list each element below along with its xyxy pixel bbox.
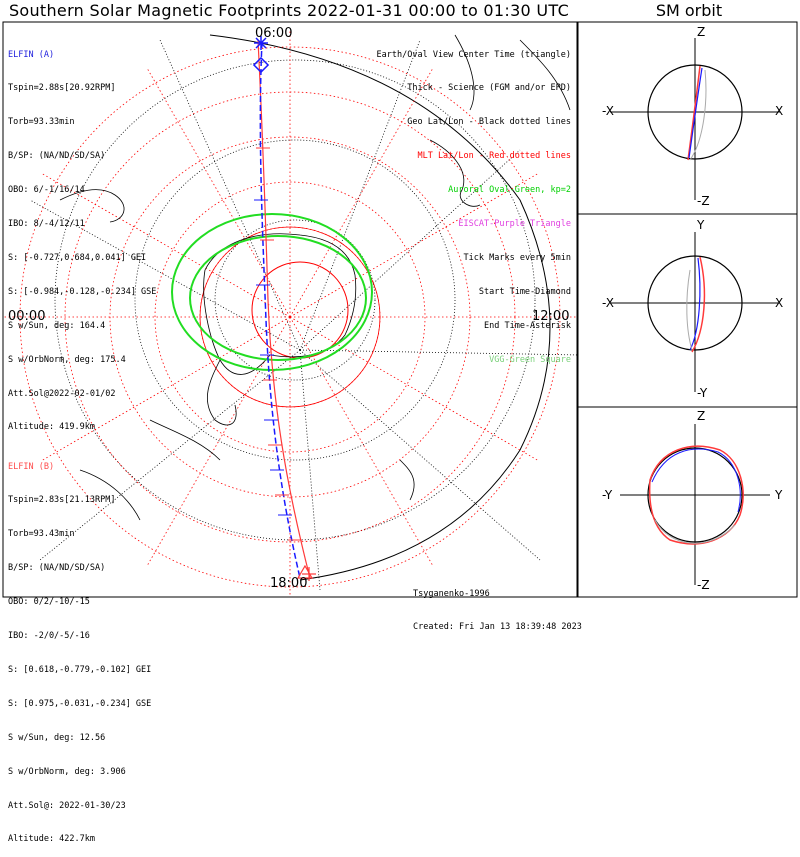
elfin-a-info: ELFIN (A) Tspin=2.88s[20.92RPM] Torb=93.…	[8, 27, 156, 445]
sm-panel-yz	[620, 424, 770, 585]
hour-label-left: 00:00	[8, 309, 46, 324]
elfin-b-line: Altitude: 422.7km	[8, 834, 95, 845]
mlt-ring-outer	[199, 226, 381, 408]
elfin-a-line: Att.Sol@2022-02-01/02	[8, 388, 116, 399]
page-title: Southern Solar Magnetic Footprints 2022-…	[8, 1, 570, 20]
sm3-left-label: -Y	[602, 488, 613, 502]
elfin-a-line: Torb=93.33min	[8, 117, 75, 128]
elfin-a-track	[259, 41, 301, 579]
legend-entry: Thick - Science (FGM and/or EPD)	[407, 83, 571, 94]
credit-created: Created: Fri Jan 13 18:39:48 2023	[413, 622, 582, 633]
sm3-top-label: Z	[697, 409, 706, 423]
legend-entry: Tick Marks every 5min	[463, 252, 571, 263]
legend: Earth/Oval View Center Time (triangle) T…	[377, 27, 571, 377]
elfin-a-line: Altitude: 419.9km	[8, 422, 95, 433]
legend-entry: Geo Lat/Lon - Black dotted lines	[407, 117, 571, 128]
elfin-a-line: IBO: 8/-4/12/11	[8, 219, 85, 230]
sm1-top-label: Z	[697, 25, 706, 39]
elfin-a-line: Tspin=2.88s[20.92RPM]	[8, 83, 116, 94]
legend-entry: VGG-Green Square	[489, 354, 571, 365]
elfin-b-ticks	[256, 147, 302, 541]
start-diamond-icon	[252, 56, 270, 74]
credit-model: Tsyganenko-1996	[413, 588, 490, 599]
sm2-right-label: X	[775, 296, 784, 310]
elfin-b-info: ELFIN (B) Tspin=2.83s[21.13RPM] Torb=93.…	[8, 439, 151, 857]
sm1-right-label: X	[775, 104, 784, 118]
sm2-left-label: -X	[602, 296, 614, 310]
sm-panel-xz	[610, 38, 780, 200]
legend-entry: Earth/Oval View Center Time (triangle)	[376, 49, 571, 60]
mlt-grid	[3, 30, 577, 597]
elfin-a-line: OBO: 6/-1/16/14	[8, 185, 85, 196]
elfin-b-line: Torb=93.43min	[8, 529, 75, 540]
elfin-a-line: S: [-0.727,0.684,0.041] GEI	[8, 252, 147, 263]
legend-entry: Auroral Oval-Green, kp=2	[448, 185, 571, 196]
elfin-b-line: OBO: 0/2/-10/-15	[8, 597, 90, 608]
sm3-right-label: Y	[775, 488, 783, 502]
elfin-b-line: Att.Sol@: 2022-01-30/23	[8, 800, 126, 811]
sm-panel-xy	[610, 232, 780, 392]
legend-entry: End Time-Asterisk	[484, 320, 571, 331]
elfin-b-track	[257, 39, 311, 579]
legend-entry: EISCAT-Purple Triangle	[458, 219, 571, 230]
legend-entry: Start Time-Diamond	[478, 286, 571, 297]
elfin-b-line: S w/OrbNorm, deg: 3.906	[8, 766, 126, 777]
sm-orbit-title: SM orbit	[655, 1, 723, 20]
elfin-a-ticks	[254, 199, 292, 516]
hour-label-right: 12:00	[532, 309, 570, 324]
elfin-b-line: IBO: -2/0/-5/-16	[8, 631, 90, 642]
end-asterisk-icon	[254, 36, 268, 50]
hour-label-bottom: 18:00	[270, 576, 308, 591]
earth-limb	[209, 34, 551, 581]
geo-grid	[29, 39, 577, 591]
elfin-b-line: Tspin=2.83s[21.13RPM]	[8, 495, 116, 506]
elfin-a-line: S w/Sun, deg: 164.4	[8, 320, 106, 331]
sm1-bottom-label: -Z	[697, 194, 710, 208]
sm2-bottom-label: -Y	[697, 386, 708, 400]
elfin-a-line: S w/OrbNorm, deg: 175.4	[8, 354, 126, 365]
legend-entry: MLT Lat/Lon - Red dotted lines	[417, 151, 571, 162]
elfin-b-line: S: [0.618,-0.779,-0.102] GEI	[8, 664, 152, 675]
sm-panel-xz-frame	[577, 21, 798, 215]
hour-label-top: 06:00	[255, 26, 293, 41]
polar-map	[3, 30, 577, 597]
elfin-b-line: S: [0.975,-0.031,-0.234] GSE	[8, 698, 152, 709]
sm1-left-label: -X	[602, 104, 614, 118]
elfin-a-header: ELFIN (A)	[8, 49, 55, 60]
sm2-top-label: Y	[697, 218, 705, 232]
coastlines	[59, 34, 571, 521]
plot-canvas	[2, 21, 798, 598]
elfin-b-line: S w/Sun, deg: 12.56	[8, 732, 106, 743]
sm3-bottom-label: -Z	[697, 578, 710, 592]
sm-panel-yz-frame	[577, 406, 798, 598]
auroral-oval	[171, 213, 373, 371]
sm-panel-xy-frame	[577, 213, 798, 408]
credits: Tsyganenko-1996 Created: Fri Jan 13 18:3…	[413, 566, 582, 645]
end-asterisk-b-icon	[302, 567, 316, 581]
elfin-b-line: B/SP: (NA/ND/SD/SA)	[8, 563, 106, 574]
elfin-a-line: B/SP: (NA/ND/SD/SA)	[8, 151, 106, 162]
elfin-b-header: ELFIN (B)	[8, 461, 55, 472]
elfin-a-line: S: [-0.984,-0.128,-0.234] GSE	[8, 286, 157, 297]
